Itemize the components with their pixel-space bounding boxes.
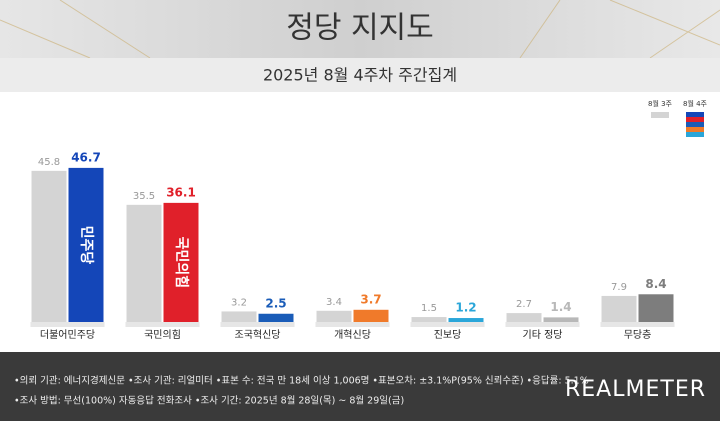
value-label: 1.4 (550, 300, 571, 314)
legend-swatch (686, 112, 704, 117)
value-label: 36.1 (166, 185, 196, 199)
bar (601, 295, 637, 322)
bar-text: 국민의힘 (173, 237, 190, 289)
bar (163, 202, 199, 322)
footer-logo: REALMETER (565, 377, 706, 402)
bar (221, 311, 257, 322)
header-bg (0, 0, 720, 58)
legend-label: 8월 4주 (683, 99, 708, 108)
subtitle-bg (0, 58, 720, 92)
x-tick-label: 진보당 (434, 329, 462, 341)
legend-label: 8월 3주 (648, 99, 673, 108)
bar (506, 313, 542, 322)
bar (411, 317, 447, 322)
value-label: 3.2 (231, 297, 247, 308)
value-label: 3.7 (360, 292, 381, 306)
footer-line: •조사 방법: 무선(100%) 자동응답 전화조사 •조사 기간: 2025년… (14, 395, 404, 407)
baseline-strip (410, 322, 485, 327)
baseline-strip (315, 322, 390, 327)
bar (353, 309, 389, 322)
legend-swatch (651, 112, 669, 118)
bar (448, 318, 484, 322)
baseline-strip (505, 322, 580, 327)
x-tick-label: 더불어민주당 (40, 329, 95, 341)
bar (258, 313, 294, 322)
value-label: 1.2 (455, 301, 476, 315)
x-tick-label: 조국혁신당 (235, 329, 281, 341)
value-label: 2.5 (265, 296, 286, 310)
bar (543, 317, 579, 322)
x-tick-label: 무당층 (624, 329, 652, 341)
value-label: 45.8 (38, 157, 60, 168)
value-label: 8.4 (645, 277, 666, 291)
value-label: 1.5 (421, 303, 437, 314)
footer-bg (0, 352, 720, 421)
bar (68, 167, 104, 322)
value-label: 3.4 (326, 297, 342, 308)
x-tick-label: 기타 정당 (523, 329, 563, 341)
bar (31, 170, 67, 322)
bar (316, 310, 352, 322)
chart-title: 정당 지지도 (286, 11, 434, 46)
baseline-strip (125, 322, 200, 327)
bar (638, 294, 674, 322)
legend-swatch (686, 117, 704, 122)
baseline-strip (220, 322, 295, 327)
value-label: 35.5 (133, 191, 155, 202)
value-label: 2.7 (516, 299, 532, 310)
bar-text: 민주당 (78, 226, 95, 265)
baseline-strip (30, 322, 105, 327)
legend-swatch (686, 127, 704, 132)
legend-swatch (686, 132, 704, 137)
footer-line: •의뢰 기관: 에너지경제신문 •조사 기관: 리얼미터 •표본 수: 전국 만… (14, 375, 589, 387)
value-label: 46.7 (71, 150, 101, 164)
value-label: 7.9 (611, 282, 627, 293)
baseline-strip (600, 322, 675, 327)
legend-swatch (686, 122, 704, 127)
x-tick-label: 개혁신당 (334, 329, 371, 341)
x-tick-label: 국민의힘 (144, 329, 181, 341)
bar (126, 204, 162, 322)
chart-subtitle: 2025년 8월 4주차 주간집계 (263, 66, 457, 85)
header-deco (0, 0, 720, 59)
